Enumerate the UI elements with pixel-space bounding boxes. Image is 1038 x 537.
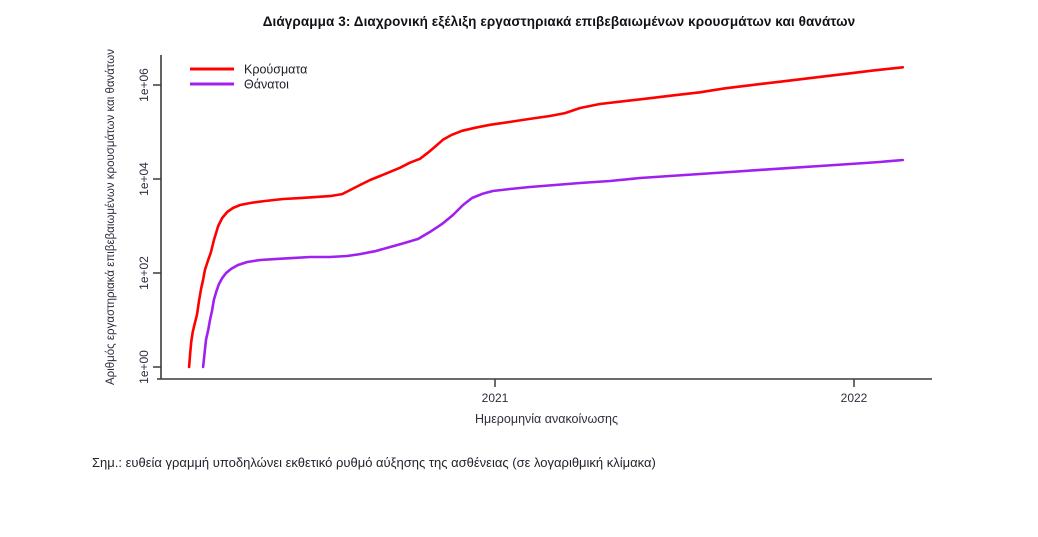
legend-cases-label: Κρούσματα — [244, 63, 307, 77]
footnote: Σημ.: ευθεία γραμμή υποδηλώνει εκθετικό … — [92, 455, 656, 470]
legend-deaths-label: Θάνατοι — [244, 78, 289, 92]
x-axis-ticks — [494, 379, 855, 387]
y-axis-ticks — [153, 84, 161, 368]
cases-line-series — [187, 66, 905, 369]
x-tick-label-2022: 2022 — [841, 391, 868, 405]
deaths-line-series — [201, 158, 905, 369]
y-tick-label-1e06: 1e+06 — [137, 68, 151, 102]
y-tick-label-1e00: 1e+00 — [137, 350, 151, 384]
legend: Κρούσματα Θάνατοι — [190, 63, 307, 92]
y-tick-label-1e04: 1e+04 — [137, 162, 151, 196]
y-tick-label-1e02: 1e+02 — [137, 256, 151, 290]
x-axis-title: Ημερομηνία ανακοίνωσης — [475, 412, 618, 426]
chart-title: Διάγραμμα 3: Διαχρονική εξέλιξη εργαστηρ… — [262, 14, 856, 29]
x-tick-label-2021: 2021 — [482, 391, 509, 405]
